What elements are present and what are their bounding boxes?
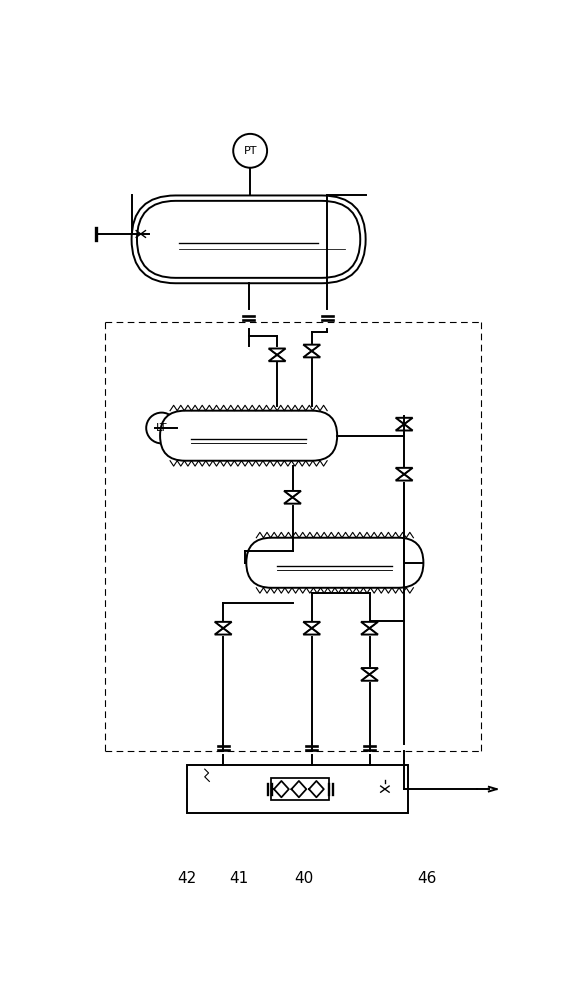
Text: PT: PT bbox=[244, 146, 257, 156]
Bar bbox=[187, 765, 408, 813]
Bar bbox=[272, 778, 329, 800]
Text: 41: 41 bbox=[229, 871, 248, 886]
Text: 46: 46 bbox=[418, 871, 437, 886]
Text: 42: 42 bbox=[178, 871, 197, 886]
Text: 40: 40 bbox=[295, 871, 313, 886]
FancyBboxPatch shape bbox=[246, 538, 423, 588]
Text: LT: LT bbox=[156, 423, 167, 433]
FancyBboxPatch shape bbox=[160, 411, 337, 461]
FancyBboxPatch shape bbox=[132, 195, 366, 283]
FancyBboxPatch shape bbox=[137, 201, 360, 278]
